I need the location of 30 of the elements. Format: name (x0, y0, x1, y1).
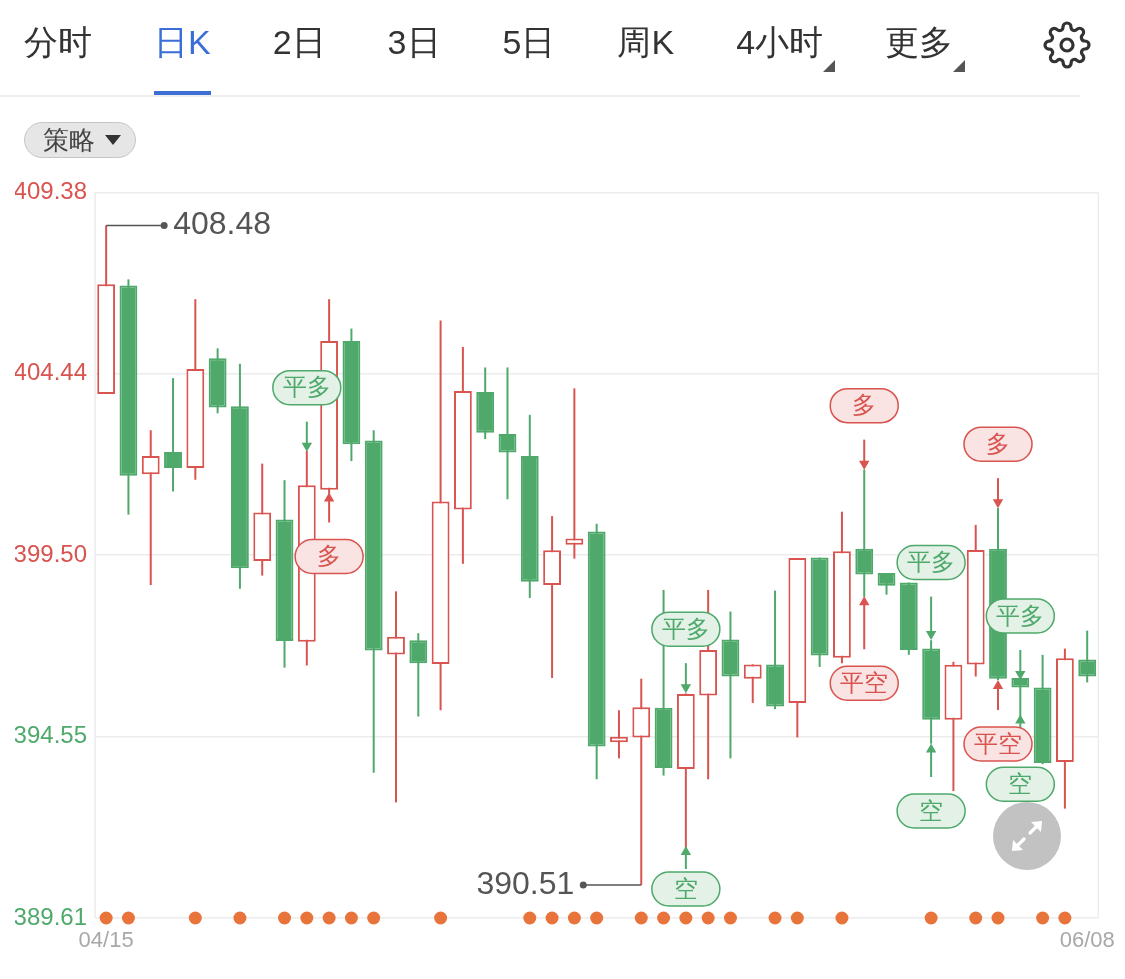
y-tick-label: 409.38 (13, 177, 87, 205)
data-label: 平多 (907, 548, 956, 576)
data-label: 多 (852, 391, 877, 419)
y-tick-label: 399.50 (13, 539, 87, 567)
y-tick-label: 394.55 (13, 721, 87, 749)
text: 3日 (387, 23, 441, 61)
text: 更多 (885, 23, 954, 61)
text: 390.51 (476, 864, 575, 901)
data-label: 平空 (974, 729, 1023, 757)
data-label: 多 (317, 542, 342, 570)
data-label: 空 (919, 796, 944, 824)
data-label: 空 (673, 874, 698, 902)
text: 周K (617, 23, 675, 61)
data-label: 平多 (996, 601, 1045, 629)
x-tick-label: 06/08 (1059, 927, 1115, 953)
dropdown-field: 策略 (24, 122, 136, 158)
text: 4小时 (736, 23, 824, 61)
data-label: 平空 (840, 668, 889, 696)
data-label: 空 (1008, 769, 1033, 797)
text: 408.48 (173, 205, 272, 242)
data-label: 平多 (661, 614, 710, 642)
text: 2日 (272, 23, 326, 61)
x-tick-label: 04/15 (78, 927, 134, 953)
data-label: 多 (986, 429, 1011, 457)
data-label: 平多 (282, 373, 331, 401)
text: 分时 (24, 23, 92, 61)
text: 5日 (502, 23, 556, 61)
y-tick-label: 389.61 (13, 902, 87, 930)
text: 日K (154, 23, 211, 61)
y-tick-label: 404.44 (13, 358, 87, 386)
